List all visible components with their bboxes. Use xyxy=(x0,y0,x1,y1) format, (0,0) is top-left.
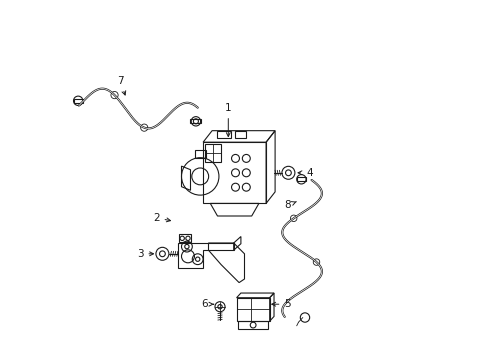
Text: 8: 8 xyxy=(284,200,296,210)
Text: 7: 7 xyxy=(117,76,125,95)
Text: 4: 4 xyxy=(297,168,312,178)
Bar xyxy=(190,119,200,123)
Bar xyxy=(217,131,231,138)
Text: 5: 5 xyxy=(271,299,290,309)
Bar xyxy=(236,298,269,321)
Text: 1: 1 xyxy=(224,103,231,136)
Text: 6: 6 xyxy=(201,299,213,309)
Bar xyxy=(178,234,191,242)
Bar xyxy=(74,99,82,103)
Text: 2: 2 xyxy=(153,213,170,223)
Bar xyxy=(203,142,265,203)
Bar xyxy=(204,144,221,162)
Text: 3: 3 xyxy=(137,249,153,259)
Bar xyxy=(238,321,267,329)
Bar xyxy=(234,131,245,138)
Bar xyxy=(194,150,205,158)
Bar xyxy=(296,177,305,181)
